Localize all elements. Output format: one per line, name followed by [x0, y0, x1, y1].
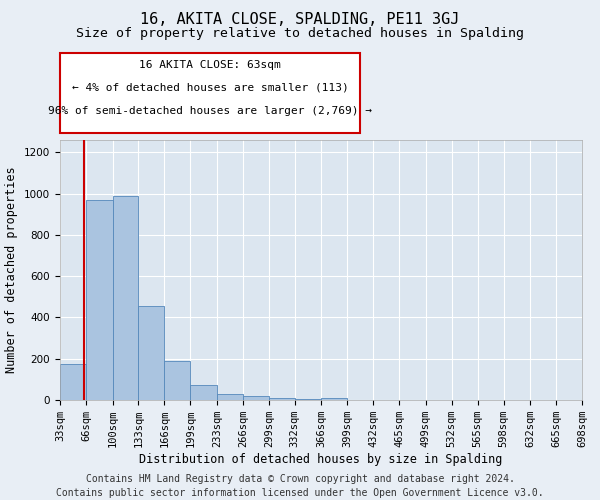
Text: 16 AKITA CLOSE: 63sqm: 16 AKITA CLOSE: 63sqm — [139, 60, 281, 70]
Text: Size of property relative to detached houses in Spalding: Size of property relative to detached ho… — [76, 28, 524, 40]
Y-axis label: Number of detached properties: Number of detached properties — [5, 166, 19, 374]
Text: Contains HM Land Registry data © Crown copyright and database right 2024.
Contai: Contains HM Land Registry data © Crown c… — [56, 474, 544, 498]
Bar — [113, 196, 139, 400]
Bar — [60, 364, 86, 400]
Bar — [164, 361, 190, 400]
Text: 96% of semi-detached houses are larger (2,769) →: 96% of semi-detached houses are larger (… — [48, 106, 372, 116]
Text: ← 4% of detached houses are smaller (113): ← 4% of detached houses are smaller (113… — [71, 82, 349, 92]
Text: 16, AKITA CLOSE, SPALDING, PE11 3GJ: 16, AKITA CLOSE, SPALDING, PE11 3GJ — [140, 12, 460, 28]
Bar — [322, 398, 347, 400]
Bar — [217, 394, 243, 400]
Bar — [190, 384, 217, 400]
Bar — [139, 306, 164, 400]
Bar — [243, 396, 269, 400]
X-axis label: Distribution of detached houses by size in Spalding: Distribution of detached houses by size … — [139, 453, 503, 466]
Bar — [295, 399, 322, 400]
Bar — [269, 398, 295, 400]
Bar — [86, 200, 113, 400]
